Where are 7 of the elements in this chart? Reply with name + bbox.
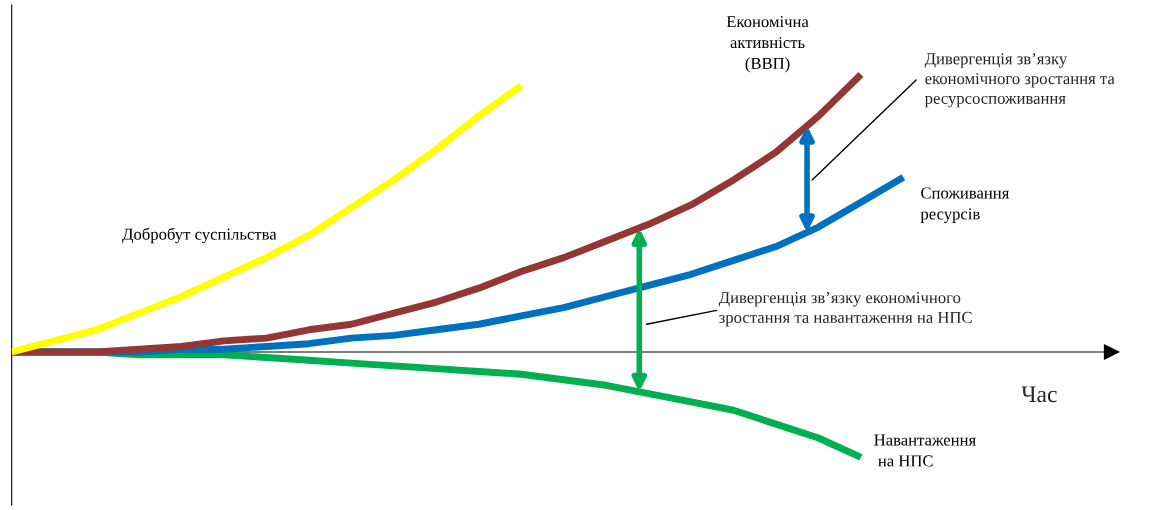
series-label: Споживання ресурсів xyxy=(920,187,1010,223)
annotation: Дивергенція зв’язку економічного зростання та ресурсоспоживання xyxy=(924,53,1115,108)
series-label: Добробут суспільства xyxy=(122,227,277,244)
text: Економічна активність (ВВП) xyxy=(726,16,809,73)
x-axis-title: Час xyxy=(1021,386,1057,403)
annotation: Дивергенція зв’язку економічного зростання та навантаження на НПС xyxy=(718,291,972,327)
series-label: Навантаження на НПС xyxy=(874,434,976,467)
